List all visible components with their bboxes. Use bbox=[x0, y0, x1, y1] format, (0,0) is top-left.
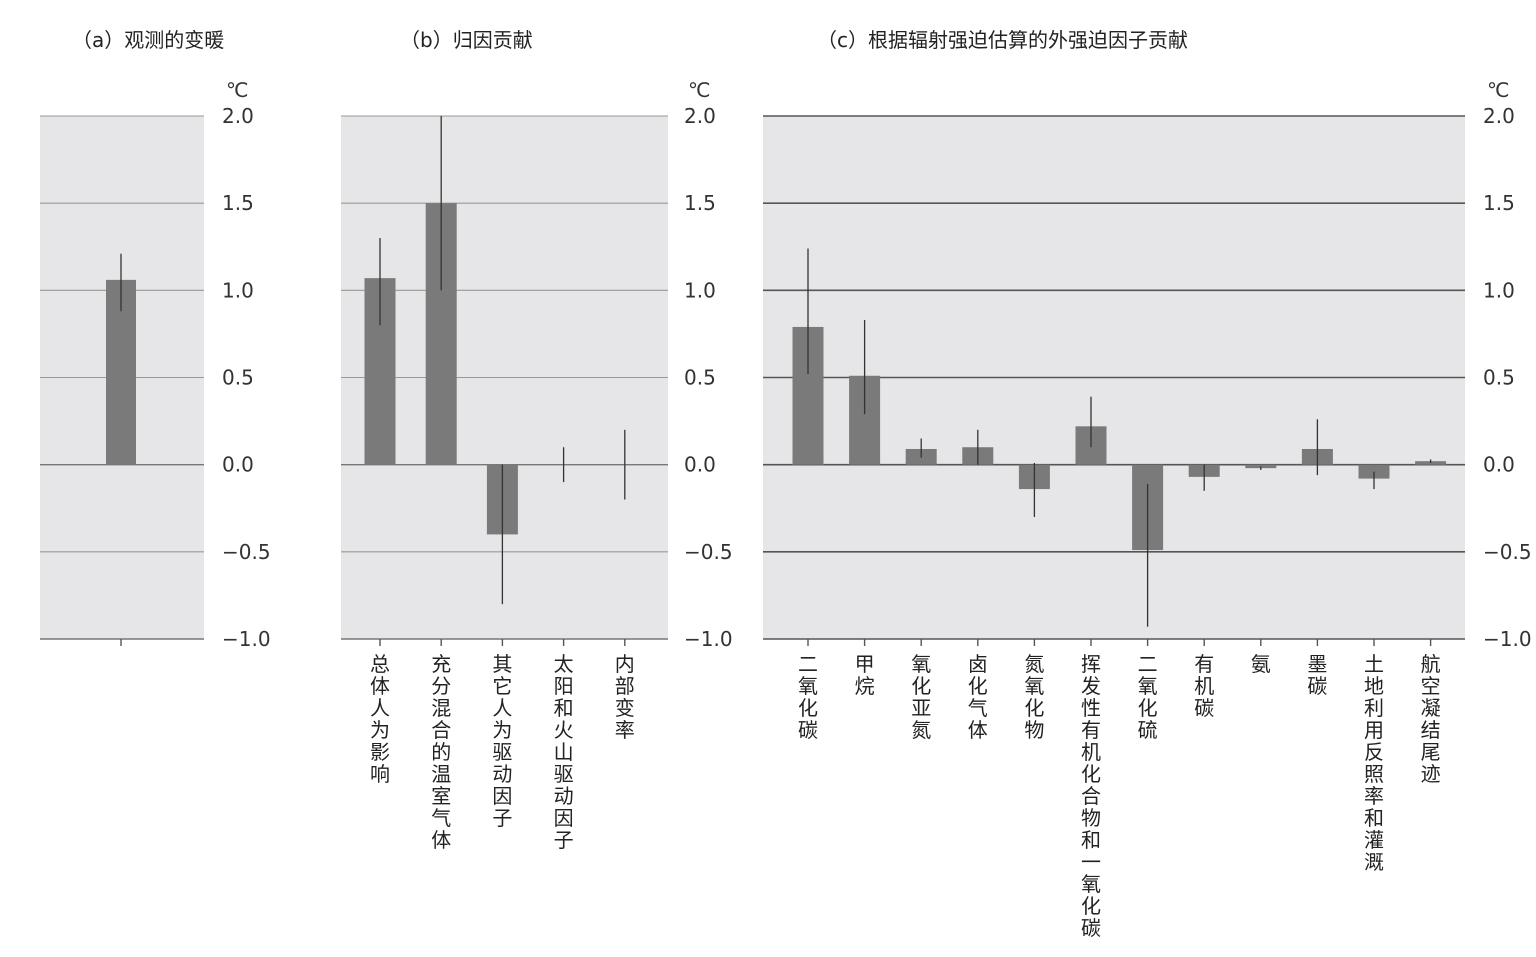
category-label: 总体人为影响 bbox=[370, 652, 390, 786]
category-label: 氧化亚氮 bbox=[911, 652, 931, 742]
category-label: 二氧化碳 bbox=[798, 652, 818, 742]
unit-label: ℃ bbox=[226, 78, 248, 102]
unit-label: ℃ bbox=[688, 78, 710, 102]
y-tick-label: 0.5 bbox=[222, 366, 254, 390]
category-label: 有机碳 bbox=[1194, 652, 1214, 720]
y-tick-label: 1.0 bbox=[1483, 278, 1515, 302]
y-tick-label: 0.0 bbox=[1483, 453, 1515, 477]
y-tick-label: −1.0 bbox=[684, 627, 733, 651]
panel-title: （c）根据辐射强迫估算的外强迫因子贡献 bbox=[817, 28, 1188, 52]
category-label: 二氧化硫 bbox=[1138, 652, 1158, 742]
category-label: 墨碳 bbox=[1307, 652, 1327, 698]
unit-label: ℃ bbox=[1487, 78, 1509, 102]
y-tick-label: −0.5 bbox=[1483, 540, 1532, 564]
panel-b: （b）归因贡献 ℃2.0 1.5 1.0 0.5 0.0 −0.5 −1.0 总体人为影响 充分混… bbox=[341, 28, 733, 852]
y-tick-label: −1.0 bbox=[1483, 627, 1532, 651]
y-tick-label: 1.5 bbox=[222, 191, 254, 215]
panel-title: （b）归因贡献 bbox=[400, 28, 533, 52]
category-label: 氮氧化物 bbox=[1024, 652, 1044, 742]
category-label: 太阳和火山驱动因子 bbox=[554, 652, 574, 852]
y-tick-label: 0.0 bbox=[222, 453, 254, 477]
y-tick-label: 0.0 bbox=[684, 453, 716, 477]
category-label: 氨 bbox=[1251, 652, 1271, 676]
y-tick-label: 2.0 bbox=[1483, 104, 1515, 128]
category-label: 充分混合的温室气体 bbox=[431, 652, 451, 852]
y-tick-label: −1.0 bbox=[222, 627, 271, 651]
panel-a: （a）观测的变暖 ℃2.0 1.5 1.0 0.5 0.0 −0.5 −1.0 bbox=[40, 28, 271, 651]
y-tick-label: −0.5 bbox=[222, 540, 271, 564]
category-label: 卤化气体 bbox=[968, 652, 988, 742]
bar bbox=[1245, 464, 1277, 469]
y-tick-label: 0.5 bbox=[1483, 366, 1515, 390]
y-tick-label: 1.0 bbox=[222, 278, 254, 302]
category-label: 甲烷 bbox=[855, 652, 875, 698]
y-tick-label: 1.5 bbox=[684, 191, 716, 215]
bar bbox=[1358, 464, 1390, 479]
category-label: 其它人为驱动因子 bbox=[492, 652, 512, 830]
category-label: 挥发性有机化合物和一氧化碳 bbox=[1081, 652, 1101, 940]
y-tick-label: 2.0 bbox=[684, 104, 716, 128]
y-tick-label: −0.5 bbox=[684, 540, 733, 564]
y-tick-label: 1.0 bbox=[684, 278, 716, 302]
category-label: 内部变率 bbox=[615, 652, 635, 742]
category-label: 航空凝结尾迹 bbox=[1421, 652, 1441, 786]
panel-title: （a）观测的变暖 bbox=[72, 28, 224, 52]
y-tick-label: 2.0 bbox=[222, 104, 254, 128]
panel-c: （c）根据辐射强迫估算的外强迫因子贡献 ℃2.0 1.5 1.0 0.5 0.0 −0.5 −… bbox=[763, 28, 1532, 940]
y-tick-label: 1.5 bbox=[1483, 191, 1515, 215]
y-tick-label: 0.5 bbox=[684, 366, 716, 390]
category-label: 土地利用反照率和灌溉 bbox=[1364, 652, 1384, 874]
